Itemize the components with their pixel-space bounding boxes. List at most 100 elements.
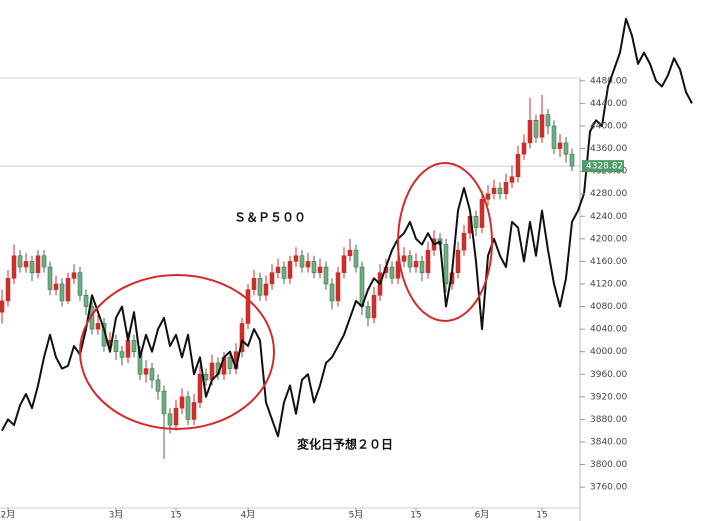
candle-body [173, 407, 179, 426]
candle-body [197, 373, 203, 403]
candle-body [401, 255, 407, 262]
x-tick-label: 15 [170, 511, 181, 521]
candle-body [227, 357, 233, 369]
y-tick-label: 4080.00 [590, 302, 627, 312]
candle-body [365, 306, 371, 319]
candle-body [185, 396, 191, 420]
candle-body [11, 255, 17, 279]
series-label: Ｓ＆Ｐ５００ [234, 211, 306, 225]
candle-body [179, 396, 185, 409]
x-tick-label: 4月 [241, 510, 256, 521]
candle-body [563, 142, 569, 155]
candle-body [425, 249, 431, 273]
x-tick-label: 6月 [475, 510, 490, 521]
y-tick-label: 4480.00 [590, 76, 627, 86]
candle-body [539, 114, 545, 138]
candle-body [17, 255, 23, 268]
candle-body [131, 340, 137, 352]
highlight-ellipse [79, 274, 275, 430]
candle-body [203, 373, 209, 381]
y-tick-label: 3760.00 [590, 483, 627, 493]
candle-body [389, 266, 395, 279]
candle-body [59, 283, 65, 302]
candle-body [167, 413, 173, 426]
candle-body [443, 244, 449, 285]
candle-body [245, 289, 251, 324]
last-price-label: 4328.82 [586, 162, 623, 172]
candle-body [77, 272, 83, 296]
candle-body [521, 142, 527, 155]
candle-body [341, 255, 347, 273]
y-tick-label: 3880.00 [590, 415, 627, 425]
last-price-tag [582, 160, 624, 173]
y-tick-label: 4040.00 [590, 325, 627, 335]
candle-body [497, 187, 503, 194]
candle-body [143, 368, 149, 375]
candle-body [71, 272, 77, 279]
candle-body [353, 249, 359, 268]
candle-body [407, 255, 413, 268]
candle-body [281, 266, 287, 279]
y-tick-label: 4120.00 [590, 279, 627, 289]
x-tick-label: 5月 [349, 510, 364, 521]
candle-body [191, 402, 197, 420]
candle-body [23, 261, 29, 268]
candle-body [347, 249, 353, 257]
candle-body [0, 300, 5, 313]
candle-body [47, 266, 53, 290]
candle-body [485, 193, 491, 200]
candle-body [533, 120, 539, 138]
candle-body [371, 294, 377, 319]
candle-body [155, 379, 161, 392]
candle-body [29, 261, 35, 273]
candle-body [419, 261, 425, 273]
candle-body [125, 340, 131, 358]
x-tick-label: 2月 [1, 510, 16, 521]
candle-body [455, 249, 461, 273]
y-tick-label: 3960.00 [590, 370, 627, 380]
candle-body [545, 114, 551, 127]
candle-body [35, 255, 41, 273]
candle-body [263, 283, 269, 296]
y-tick-label: 4440.00 [590, 99, 627, 109]
candle-body [557, 142, 563, 149]
candle-body [239, 323, 245, 352]
candle-body [473, 215, 479, 228]
candle-body [251, 278, 257, 290]
candle-body [269, 272, 275, 285]
candle-body [569, 153, 575, 167]
candle-body [257, 278, 263, 296]
highlight-ellipse [397, 162, 493, 322]
candle-body [509, 176, 515, 183]
candle-body [551, 125, 557, 149]
candle-body [95, 323, 101, 330]
candle-body [299, 255, 305, 268]
candle-body [335, 272, 341, 302]
candle-body [305, 261, 311, 268]
candle-body [311, 261, 317, 273]
candle-body [41, 255, 47, 268]
y-tick-label: 4160.00 [590, 257, 627, 267]
candle-body [413, 261, 419, 268]
x-tick-label: 15 [410, 511, 421, 521]
y-tick-label: 4400.00 [590, 121, 627, 131]
candle-body [119, 351, 125, 358]
y-tick-label: 3840.00 [590, 437, 627, 447]
candle-body [293, 255, 299, 262]
candle-body [515, 153, 521, 178]
x-tick-label: 3月 [109, 510, 124, 521]
y-tick-label: 4240.00 [590, 212, 627, 222]
candle-body [83, 294, 89, 307]
x-tick-label: 15 [536, 511, 547, 521]
plot [0, 17, 693, 459]
candle-body [65, 278, 71, 302]
candle-body [113, 340, 119, 352]
candle-body [287, 261, 293, 279]
candle-body [317, 266, 323, 273]
candle-body [503, 182, 509, 194]
candle-body [323, 266, 329, 285]
candle-body [161, 390, 167, 415]
y-tick-label: 3800.00 [590, 460, 627, 470]
